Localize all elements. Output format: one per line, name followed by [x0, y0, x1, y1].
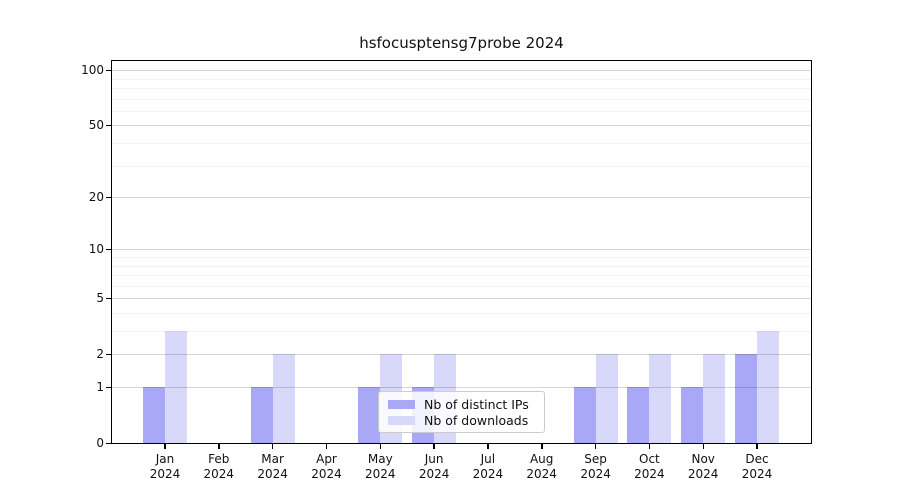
y-tick-mark-10 [106, 248, 111, 251]
gridline-80 [112, 87, 811, 89]
gridline-10 [112, 249, 811, 251]
y-tick-label-2: 2 [96, 347, 104, 362]
y-tick-label-20: 20 [88, 190, 104, 204]
x-tick-mark-dec [756, 444, 758, 449]
x-tick-mark-jul [487, 444, 489, 449]
x-tick-label-aug: Aug 2024 [526, 452, 557, 481]
x-tick-label-feb: Feb 2024 [203, 452, 235, 481]
y-tick-mark-50 [106, 124, 111, 127]
y-tick-label-5: 5 [96, 291, 104, 306]
legend: Nb of distinct IPs Nb of downloads [378, 391, 545, 433]
legend-label-downloads: Nb of downloads [424, 412, 529, 428]
gridline-30 [112, 165, 811, 167]
y-tick-mark-2 [106, 353, 111, 356]
bar-sep-downloads [595, 354, 618, 443]
bar-dec-downloads [757, 331, 780, 443]
x-tick-mark-mar [271, 444, 274, 449]
gridline-50 [112, 125, 811, 127]
gridline-9 [112, 256, 811, 258]
x-tick-mark-jan [164, 444, 166, 449]
x-tick-mark-feb [218, 444, 220, 449]
x-tick-mark-jun [433, 444, 435, 449]
bar-mar-downloads [272, 354, 295, 443]
y-tick-mark-0 [106, 442, 111, 444]
y-tick-mark-5 [106, 297, 111, 300]
bar-oct-downloads [649, 354, 672, 443]
bar-oct-distinct-ips [627, 387, 650, 443]
y-tick-mark-1 [106, 386, 111, 388]
y-tick-mark-20 [106, 196, 111, 198]
x-tick-mark-nov [702, 444, 704, 449]
legend-item-distinct-ips: Nb of distinct IPs [388, 397, 536, 412]
gridline-5 [112, 298, 811, 300]
bar-nov-downloads [703, 354, 726, 443]
bar-sep-distinct-ips [573, 387, 596, 443]
plot-area [111, 60, 812, 444]
y-tick-mark-100 [106, 69, 111, 72]
chart-title: hsfocusptensg7probe 2024 [359, 34, 564, 52]
legend-swatch-distinct-ips [388, 399, 415, 409]
x-tick-mark-aug [541, 444, 543, 449]
y-tick-label-100: 100 [81, 63, 104, 78]
legend-item-downloads: Nb of downloads [388, 413, 536, 428]
gridline-7 [112, 275, 811, 276]
legend-swatch-downloads [388, 415, 415, 425]
bar-may-distinct-ips [358, 387, 381, 443]
x-tick-mark-may [379, 444, 381, 449]
x-tick-label-may: May 2024 [365, 452, 396, 481]
x-tick-mark-apr [325, 444, 328, 449]
bar-mar-distinct-ips [250, 387, 273, 443]
x-tick-label-mar: Mar 2024 [257, 452, 288, 481]
bar-dec-distinct-ips [735, 354, 758, 443]
x-tick-label-jan: Jan 2024 [149, 452, 181, 481]
gridline-70 [112, 98, 811, 100]
x-tick-label-apr: Apr 2024 [311, 452, 342, 481]
y-tick-label-10: 10 [88, 242, 104, 257]
bar-jan-distinct-ips [143, 387, 165, 443]
gridline-8 [112, 265, 811, 267]
x-tick-label-dec: Dec 2024 [741, 452, 773, 481]
gridline-60 [112, 110, 811, 112]
x-tick-label-nov: Nov 2024 [687, 452, 719, 481]
bar-nov-distinct-ips [681, 387, 704, 443]
x-tick-mark-oct [648, 444, 651, 449]
legend-label-distinct-ips: Nb of distinct IPs [424, 396, 529, 412]
y-tick-label-0: 0 [96, 436, 104, 450]
gridline-4 [112, 312, 811, 314]
gridline-3 [112, 331, 811, 332]
x-tick-label-sep: Sep 2024 [580, 452, 611, 481]
gridline-6 [112, 285, 811, 287]
gridline-40 [112, 142, 811, 144]
bar-jan-downloads [165, 331, 187, 443]
gridline-90 [112, 78, 811, 80]
x-tick-mark-sep [594, 444, 597, 449]
gridline-100 [112, 70, 811, 72]
y-tick-label-1: 1 [96, 380, 104, 394]
gridline-20 [112, 197, 811, 198]
y-tick-label-50: 50 [88, 118, 104, 133]
x-tick-label-oct: Oct 2024 [634, 452, 665, 481]
x-tick-label-jul: Jul 2024 [472, 452, 504, 481]
x-tick-label-jun: Jun 2024 [418, 452, 450, 481]
